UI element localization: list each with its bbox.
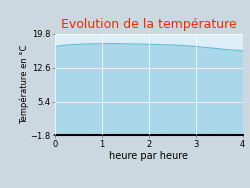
- X-axis label: heure par heure: heure par heure: [109, 151, 188, 161]
- Y-axis label: Température en °C: Température en °C: [20, 45, 29, 124]
- Title: Evolution de la température: Evolution de la température: [61, 18, 236, 31]
